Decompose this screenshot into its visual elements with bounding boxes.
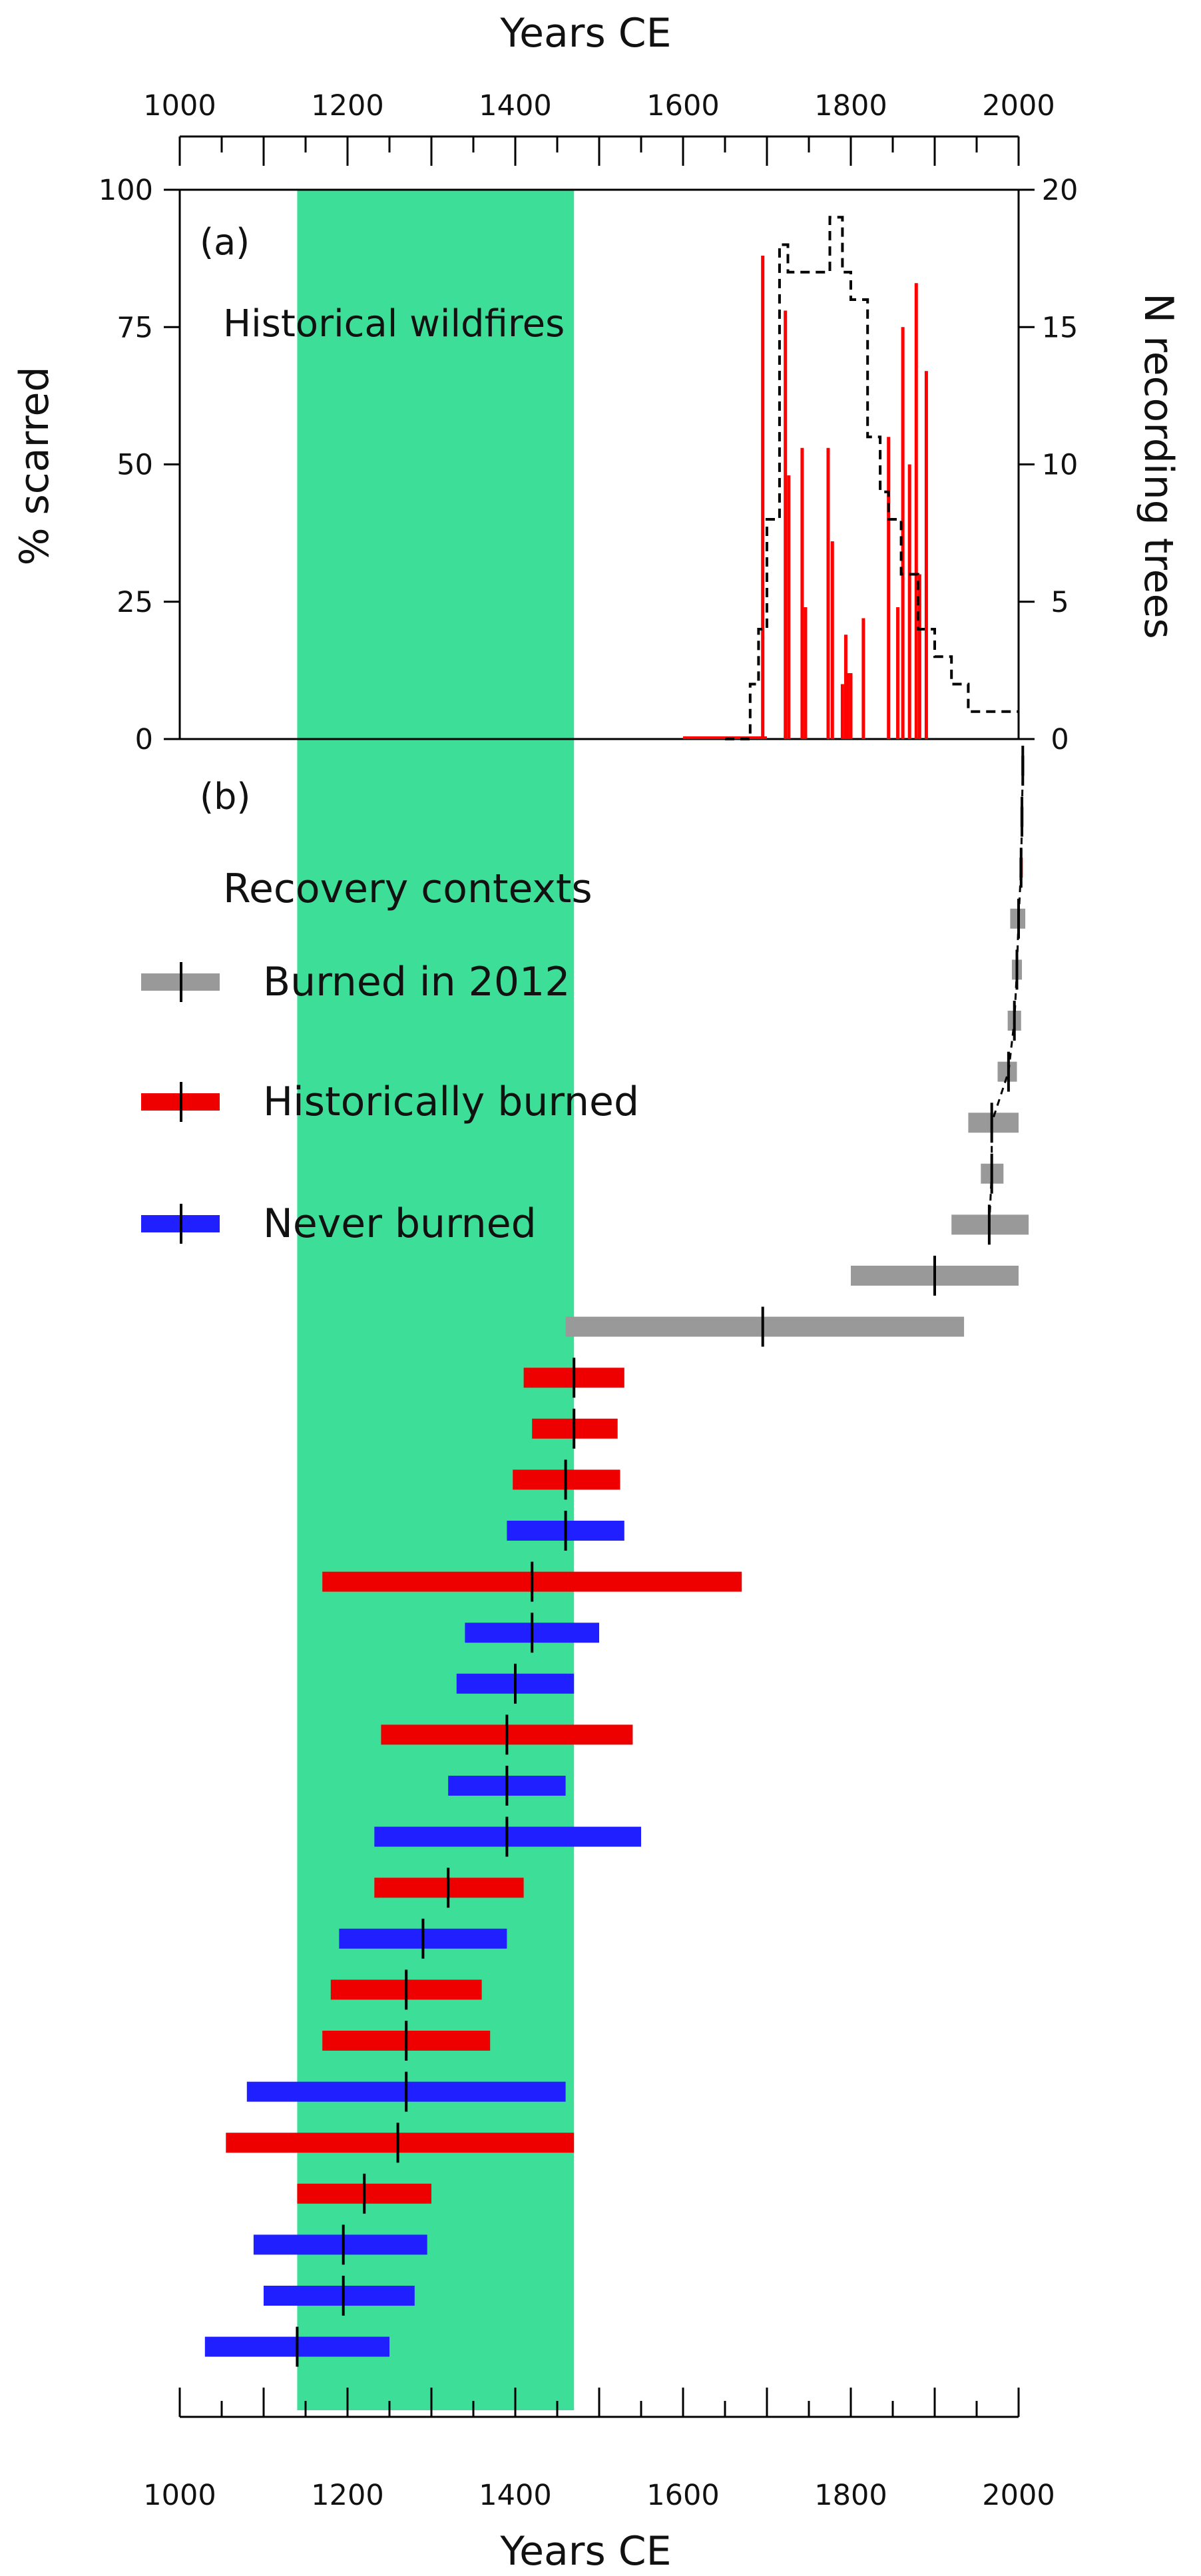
- left-y-axis-tick-label: 75: [117, 311, 153, 344]
- top-x-axis-tick-label: 2000: [982, 89, 1055, 123]
- top-x-axis-tick-label: 1800: [814, 89, 887, 123]
- top-x-axis-tick-label: 1000: [143, 89, 216, 123]
- top-x-axis-tick-label: 1600: [646, 89, 719, 123]
- left-y-axis-tick-label: 0: [135, 723, 153, 756]
- interval-connector: [988, 765, 1024, 1225]
- fire-year-series: [683, 256, 928, 739]
- left-y-axis-tick-label: 50: [117, 449, 153, 482]
- left-y-axis: 0 25 50 75 100: [99, 174, 180, 756]
- left-y-axis-title: % scarred: [11, 366, 58, 565]
- right-y-axis-title: N recording trees: [1135, 293, 1182, 639]
- legend-label-never: Never burned: [263, 1200, 537, 1247]
- bottom-x-axis-tick-label: 1600: [646, 2479, 719, 2512]
- bottom-x-axis-tick-label: 1000: [143, 2479, 216, 2512]
- top-x-axis-tick-label: 1400: [479, 89, 551, 123]
- bottom-x-axis-tick-label: 2000: [982, 2479, 1055, 2512]
- panel-a-title: Historical wildfires: [223, 302, 565, 346]
- recovery-intervals: [204, 746, 1029, 2367]
- bottom-x-axis-tick-label: 1400: [479, 2479, 551, 2512]
- highlight-band-rect: [297, 190, 575, 2410]
- bottom-x-axis-title: Years CE: [499, 2528, 671, 2575]
- panel-a-label: (a): [200, 221, 250, 263]
- right-y-axis-tick-label: 5: [1051, 586, 1069, 619]
- right-y-axis-tick-label: 0: [1051, 723, 1069, 756]
- legend-label-burned2012: Burned in 2012: [263, 959, 570, 1005]
- legend-title: Recovery contexts: [223, 866, 593, 912]
- panel-b-label: (b): [200, 776, 250, 818]
- right-y-axis: 0 5 10 15 20: [1019, 174, 1078, 756]
- top-x-axis: 1000 1200 1400 1600 1800 2000: [143, 89, 1055, 166]
- left-y-axis-tick-label: 25: [117, 586, 153, 619]
- bottom-x-axis-tick-label: 1800: [814, 2479, 887, 2512]
- right-y-axis-tick-label: 20: [1042, 174, 1079, 207]
- top-x-axis-tick-label: 1200: [311, 89, 383, 123]
- legend-label-historical: Historically burned: [263, 1079, 639, 1125]
- legend: Burned in 2012 Historically burned Never b…: [141, 959, 639, 1247]
- highlight-band: [297, 190, 575, 2410]
- bottom-x-axis-tick-label: 1200: [311, 2479, 383, 2512]
- right-y-axis-tick-label: 15: [1042, 311, 1079, 344]
- bottom-x-axis: 1000 1200 1400 1600 1800 2000: [143, 2388, 1055, 2512]
- recording-trees-series: [725, 216, 1019, 740]
- top-x-axis-title: Years CE: [499, 10, 671, 57]
- left-y-axis-tick-label: 100: [99, 174, 153, 207]
- recording-trees-line: [725, 216, 1019, 740]
- right-y-axis-tick-label: 10: [1042, 449, 1079, 482]
